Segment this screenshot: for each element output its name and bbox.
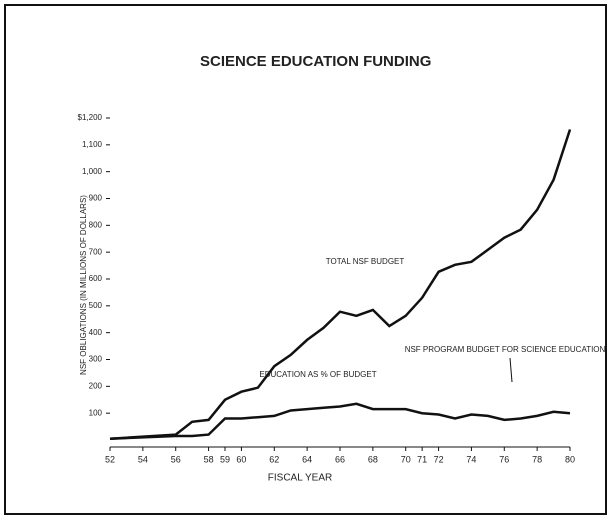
y-tick-label: 600: [89, 274, 103, 283]
y-tick-label: 900: [89, 194, 103, 203]
series-label: TOTAL NSF BUDGET: [326, 257, 405, 266]
x-tick-label: 60: [236, 454, 246, 464]
x-tick-label: 54: [138, 454, 148, 464]
x-tick-label: 59: [220, 454, 230, 464]
y-tick-label: 1,100: [82, 140, 103, 149]
x-tick-label: 66: [335, 454, 345, 464]
frame: [4, 4, 607, 515]
y-tick-label: 1,000: [82, 167, 103, 176]
y-tick-label: 200: [89, 381, 103, 390]
x-tick-label: 71: [417, 454, 427, 464]
y-tick-label: 500: [89, 301, 103, 310]
series-line: [109, 402, 571, 440]
x-tick-label: 78: [532, 454, 542, 464]
x-tick-label: 80: [565, 454, 575, 464]
x-tick-label: 68: [368, 454, 378, 464]
y-tick-label: 700: [89, 247, 103, 256]
x-tick-label: 74: [466, 454, 476, 464]
y-axis-label: NSF OBLIGATIONS (IN MILLIONS OF DOLLARS): [79, 195, 88, 375]
y-tick-label: $1,200: [78, 113, 103, 122]
y-tick-label: 100: [89, 408, 103, 417]
x-axis-label: FISCAL YEAR: [268, 473, 332, 484]
y-tick-label: 300: [89, 355, 103, 364]
x-tick-label: 62: [269, 454, 279, 464]
x-tick-label: 64: [302, 454, 312, 464]
annotation: EDUCATION AS % OF BUDGET: [259, 370, 376, 379]
x-tick-label: 72: [434, 454, 444, 464]
series-line: [109, 129, 572, 440]
x-tick-label: 56: [171, 454, 181, 464]
y-tick-label: 400: [89, 328, 103, 337]
x-tick-label: 58: [204, 454, 214, 464]
x-tick-label: 70: [401, 454, 411, 464]
series-label: NSF PROGRAM BUDGET FOR SCIENCE EDUCATION: [405, 345, 606, 354]
chart-title: SCIENCE EDUCATION FUNDING: [200, 53, 431, 70]
x-tick-label: 52: [105, 454, 115, 464]
pointer: [509, 357, 513, 383]
y-tick-label: 800: [89, 220, 103, 229]
x-tick-label: 76: [499, 454, 509, 464]
